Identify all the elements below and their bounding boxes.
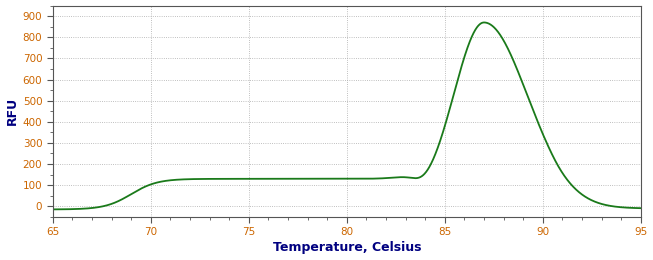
X-axis label: Temperature, Celsius: Temperature, Celsius <box>272 242 421 255</box>
Y-axis label: RFU: RFU <box>6 97 18 125</box>
